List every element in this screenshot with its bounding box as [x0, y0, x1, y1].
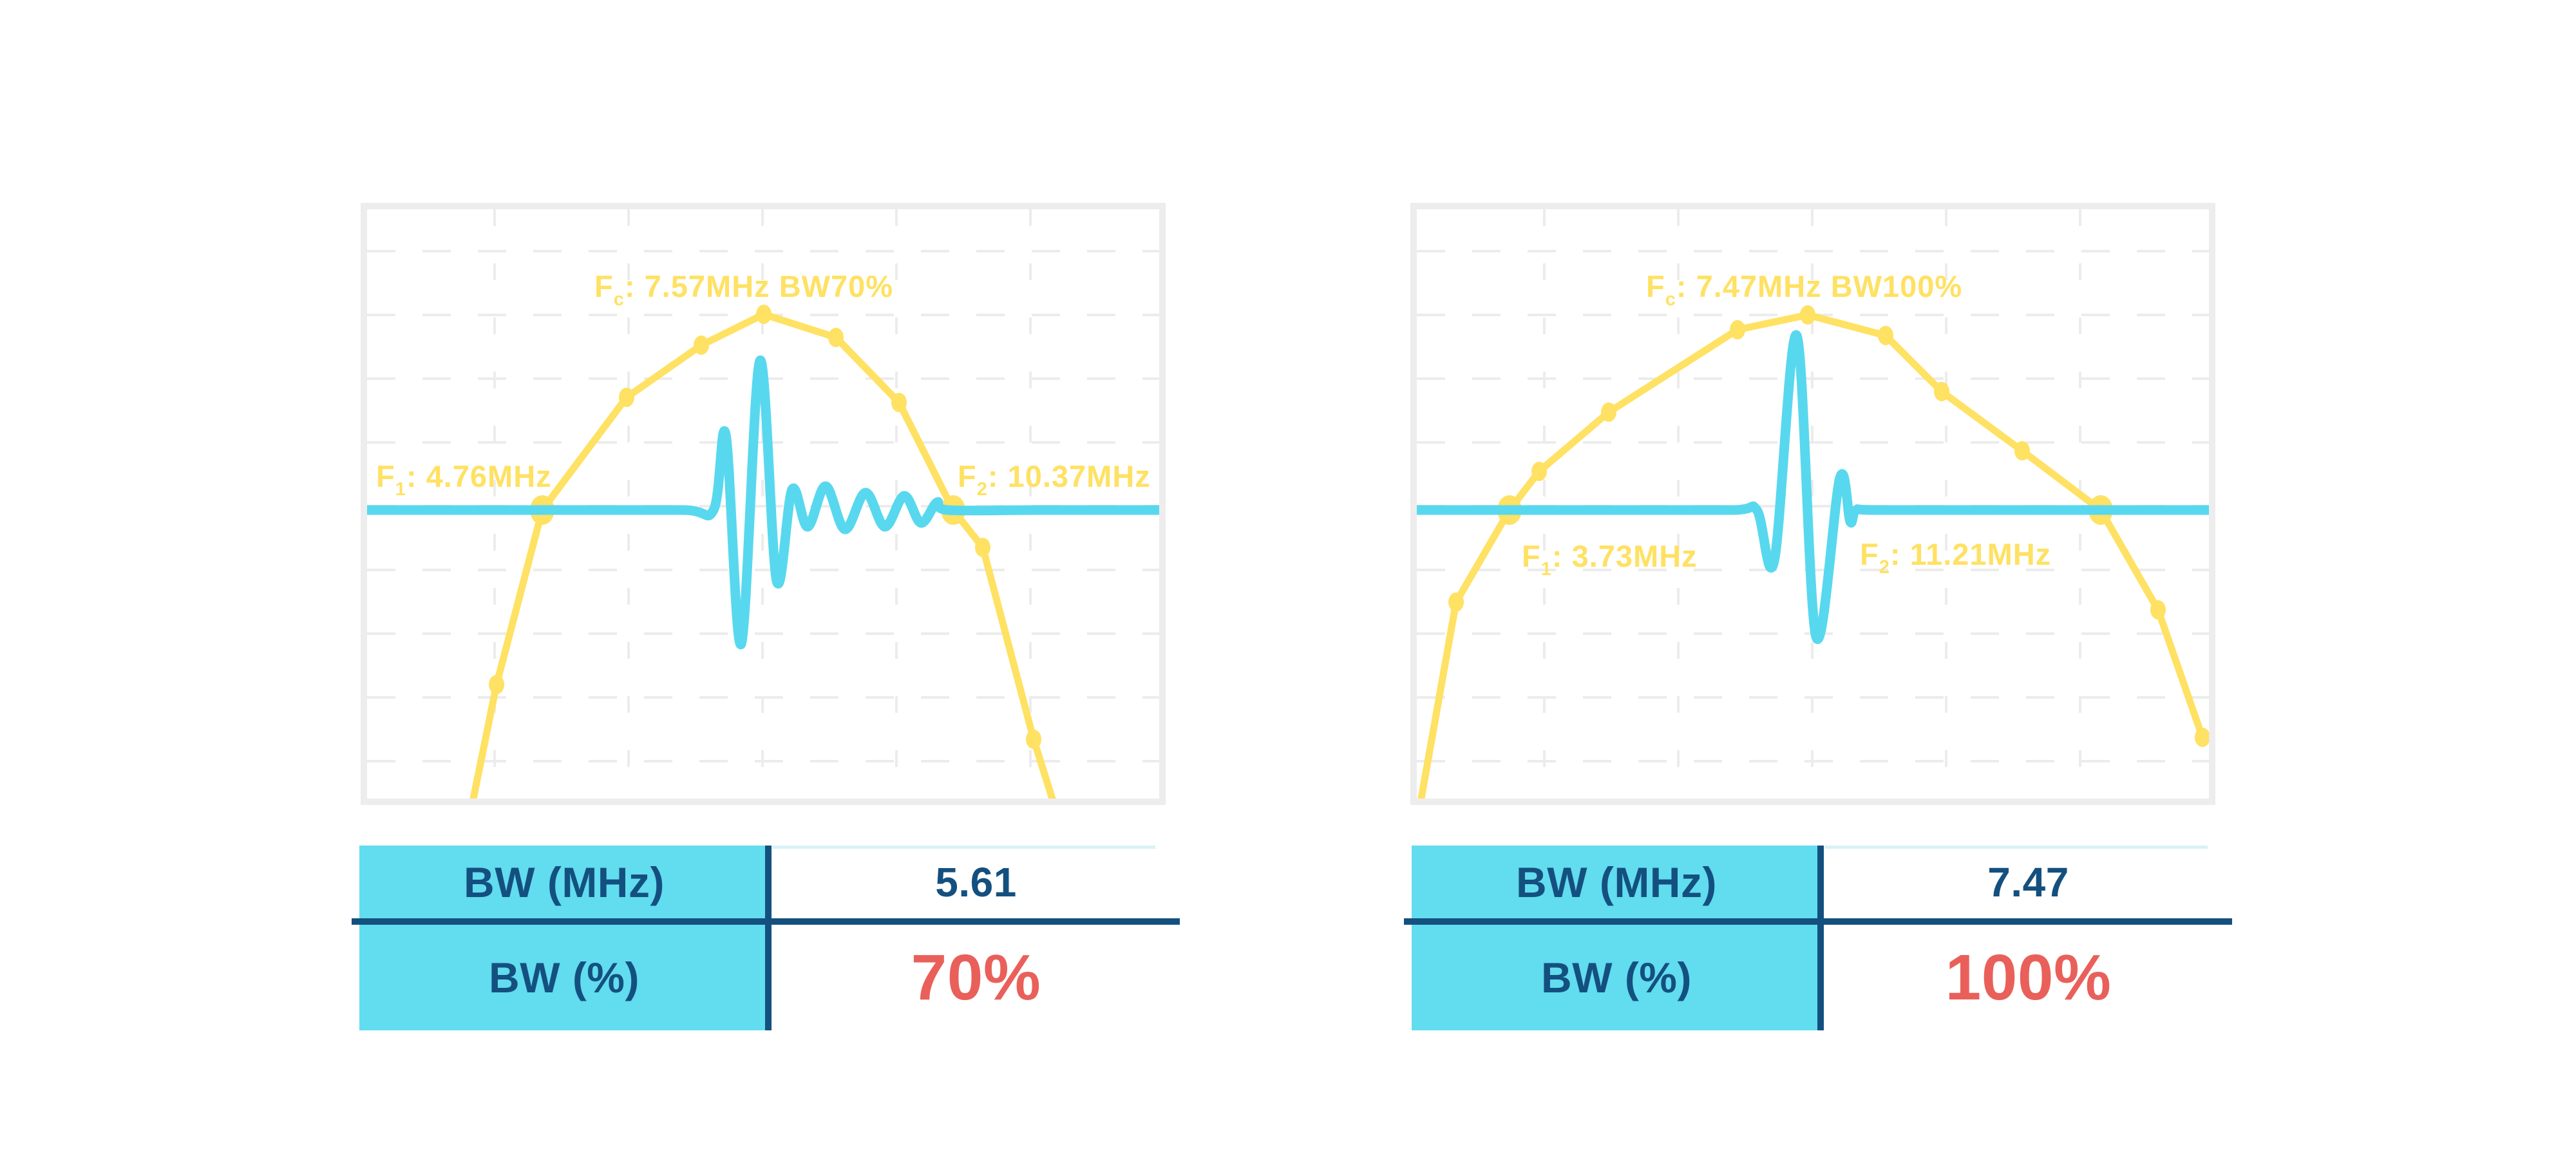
- table-value-bw-percent: 70%: [911, 941, 1041, 1014]
- f1-annotation: F1: 3.73MHz: [1522, 539, 1698, 580]
- table-vertical-divider: [765, 846, 772, 1030]
- table-top-accent-line: [1824, 846, 2208, 849]
- pulse-series: [1410, 330, 2215, 644]
- spectrum-chart-bw100: Fc: 7.47MHz BW100% F1: 3.73MHz F2: 11.21MH…: [1410, 203, 2215, 805]
- bandwidth-table-bw100: BW (MHz) 7.47 BW (%) 100%: [1404, 846, 2232, 1030]
- f2-annotation: F2: 10.37MHz: [958, 459, 1151, 500]
- data-point-marker: [694, 336, 709, 355]
- f1-annotation: F1: 4.76MHz: [376, 459, 552, 500]
- data-point-marker: [1934, 382, 1949, 401]
- table-top-accent-line: [772, 846, 1155, 849]
- table-row-divider: [1404, 918, 2232, 925]
- pulse-series: [361, 355, 1166, 649]
- data-point-marker: [828, 328, 844, 347]
- fc-bw-annotation: Fc: 7.57MHz BW70%: [594, 269, 893, 310]
- data-point-marker: [2195, 728, 2210, 747]
- chart-frame: [1410, 203, 2215, 805]
- chart-svg-bw100: Fc: 7.47MHz BW100% F1: 3.73MHz F2: 11.21MH…: [1410, 203, 2215, 805]
- data-point-marker: [756, 305, 772, 324]
- data-point-marker: [619, 388, 634, 407]
- bandwidth-table-bw70: BW (MHz) 5.61 BW (%) 70%: [352, 846, 1180, 1030]
- data-point-marker: [891, 393, 907, 412]
- table-label-bw-percent: BW (%): [489, 954, 639, 1001]
- spectrum-chart-bw70: Fc: 7.57MHz BW70% F1: 4.76MHz F2: 10.37MHz: [361, 203, 1166, 805]
- spectrum-series: [468, 310, 1058, 805]
- data-point-marker: [489, 675, 504, 694]
- data-point-marker: [1531, 462, 1547, 481]
- data-point-marker: [1026, 730, 1041, 749]
- data-point-marker: [2150, 600, 2166, 620]
- data-point-marker: [2014, 441, 2030, 460]
- table-value-bw-percent: 100%: [1945, 941, 2112, 1014]
- table-value-bw-mhz: 5.61: [935, 858, 1017, 905]
- table-vertical-divider: [1817, 846, 1824, 1030]
- table-label-bw-mhz: BW (MHz): [464, 858, 665, 906]
- table-label-bw-mhz: BW (MHz): [1516, 858, 1717, 906]
- table-header-column: [1412, 846, 1821, 1030]
- chart-frame: [361, 203, 1166, 805]
- table-header-column: [359, 846, 769, 1030]
- data-point-marker: [1800, 305, 1815, 325]
- data-point-marker: [1878, 326, 1893, 345]
- data-point-marker: [975, 538, 990, 557]
- chart-svg-bw70: Fc: 7.57MHz BW70% F1: 4.76MHz F2: 10.37MHz: [361, 203, 1166, 805]
- fc-bw-annotation: Fc: 7.47MHz BW100%: [1646, 269, 1962, 310]
- f2-annotation: F2: 11.21MHz: [1860, 537, 2051, 578]
- table-row-divider: [352, 918, 1180, 925]
- data-point-marker: [1730, 320, 1745, 339]
- data-point-marker: [1601, 402, 1616, 422]
- table-label-bw-percent: BW (%): [1541, 954, 1692, 1001]
- table-value-bw-mhz: 7.47: [1987, 858, 2069, 905]
- data-point-marker: [1448, 592, 1464, 612]
